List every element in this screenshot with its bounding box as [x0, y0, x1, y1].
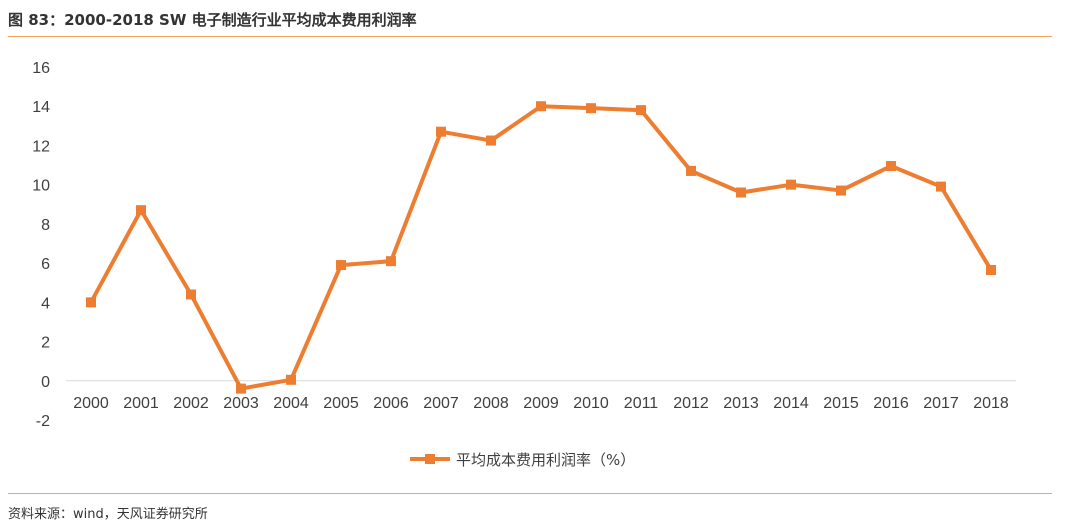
data-point-2017	[936, 181, 946, 192]
x-tick-label: 2015	[823, 395, 859, 412]
data-point-2016	[886, 161, 896, 172]
source-note: 资料来源：wind，天风证券研究所	[8, 507, 208, 522]
x-tick-label: 2016	[873, 395, 909, 412]
data-point-2010	[586, 103, 596, 114]
x-tick-label: 2006	[373, 395, 409, 412]
x-tick-label: 2001	[123, 395, 159, 412]
data-point-2014	[786, 179, 796, 190]
y-tick-label: 12	[32, 138, 50, 155]
x-tick-label: 2017	[923, 395, 959, 412]
x-tick-label: 2012	[673, 395, 709, 412]
y-tick-label: 10	[32, 178, 50, 195]
data-point-2018	[986, 264, 996, 275]
top-rule	[8, 36, 1052, 37]
x-tick-label: 2013	[723, 395, 759, 412]
series-markers	[86, 101, 996, 394]
y-tick-label: 14	[32, 99, 50, 116]
x-tick-label: 2007	[423, 395, 459, 412]
y-tick-label: 4	[41, 295, 50, 312]
x-tick-label: 2010	[573, 395, 609, 412]
data-point-2011	[636, 105, 646, 116]
data-point-2008	[486, 135, 496, 146]
data-point-2009	[536, 101, 546, 112]
series-line	[89, 104, 993, 391]
x-tick-label: 2014	[773, 395, 809, 412]
data-point-2002	[186, 289, 196, 300]
x-tick-label: 2008	[473, 395, 509, 412]
data-point-2007	[436, 126, 446, 137]
data-point-2000	[86, 297, 96, 308]
x-tick-label: 2011	[624, 395, 659, 412]
x-tick-label: 2005	[323, 395, 359, 412]
data-point-2005	[336, 260, 346, 271]
x-tick-label: 2003	[223, 395, 259, 412]
data-point-2013	[736, 187, 746, 198]
x-tick-label: 2018	[973, 395, 1009, 412]
x-tick-label: 2000	[73, 395, 109, 412]
legend-marker	[425, 454, 435, 464]
y-tick-label: 2	[41, 335, 50, 352]
x-tick-label: 2004	[273, 395, 309, 412]
bottom-rule	[8, 493, 1052, 494]
y-tick-label: 8	[41, 217, 50, 234]
data-point-2001	[136, 205, 146, 216]
x-tick-label: 2009	[523, 395, 559, 412]
data-point-2004	[286, 374, 296, 385]
y-tick-label: 0	[41, 374, 50, 391]
data-point-2012	[686, 165, 696, 176]
y-tick-label: 16	[32, 60, 50, 77]
legend: 平均成本费用利润率（%）	[410, 451, 635, 469]
data-point-2006	[386, 256, 396, 267]
y-tick-label: 6	[41, 256, 50, 273]
y-tick-label: -2	[36, 413, 50, 430]
data-point-2015	[836, 185, 846, 196]
legend-label: 平均成本费用利润率（%）	[456, 451, 635, 469]
figure-title: 图 83：2000-2018 SW 电子制造行业平均成本费用利润率	[8, 11, 417, 29]
y-axis-ticks: -2 0 2 4 6 8 10 12 14 16	[32, 60, 50, 430]
x-tick-label: 2002	[173, 395, 209, 412]
data-point-2003	[236, 383, 246, 394]
x-axis-ticks: 2000 2001 2002 2003 2004 2005 2006 2007 2008 2009…	[73, 395, 1009, 412]
line-chart: -2 0 2 4 6 8 10 12 14 16 2000 2001 2002 2003 2004 2005…	[32, 60, 1016, 469]
